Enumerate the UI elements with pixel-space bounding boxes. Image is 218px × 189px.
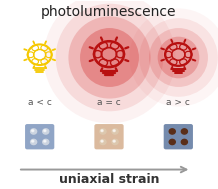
FancyBboxPatch shape [25,124,54,149]
Circle shape [113,140,115,142]
Circle shape [100,129,106,134]
Circle shape [31,129,37,134]
Circle shape [100,139,106,145]
FancyBboxPatch shape [164,124,193,149]
Text: a > c: a > c [166,98,190,107]
Circle shape [32,140,34,142]
Point [177,55,180,58]
Circle shape [44,140,46,142]
Point [107,55,111,58]
Circle shape [181,139,187,145]
Point [177,55,180,58]
Circle shape [169,129,175,134]
Circle shape [112,129,118,134]
Point [177,55,180,58]
Point [177,55,180,58]
FancyBboxPatch shape [94,124,124,149]
Point [107,55,111,58]
Text: photoluminescence: photoluminescence [41,5,177,19]
Circle shape [169,139,175,145]
Text: uniaxial strain: uniaxial strain [59,174,159,186]
Point [107,55,111,58]
Text: a = c: a = c [97,98,121,107]
Circle shape [31,139,37,145]
Circle shape [43,139,49,145]
Circle shape [101,130,103,132]
Circle shape [44,130,46,132]
Circle shape [43,129,49,134]
Circle shape [113,130,115,132]
Circle shape [181,129,187,134]
Circle shape [101,140,103,142]
Point [107,55,111,58]
Text: a < c: a < c [28,98,52,107]
Circle shape [112,139,118,145]
Circle shape [32,130,34,132]
